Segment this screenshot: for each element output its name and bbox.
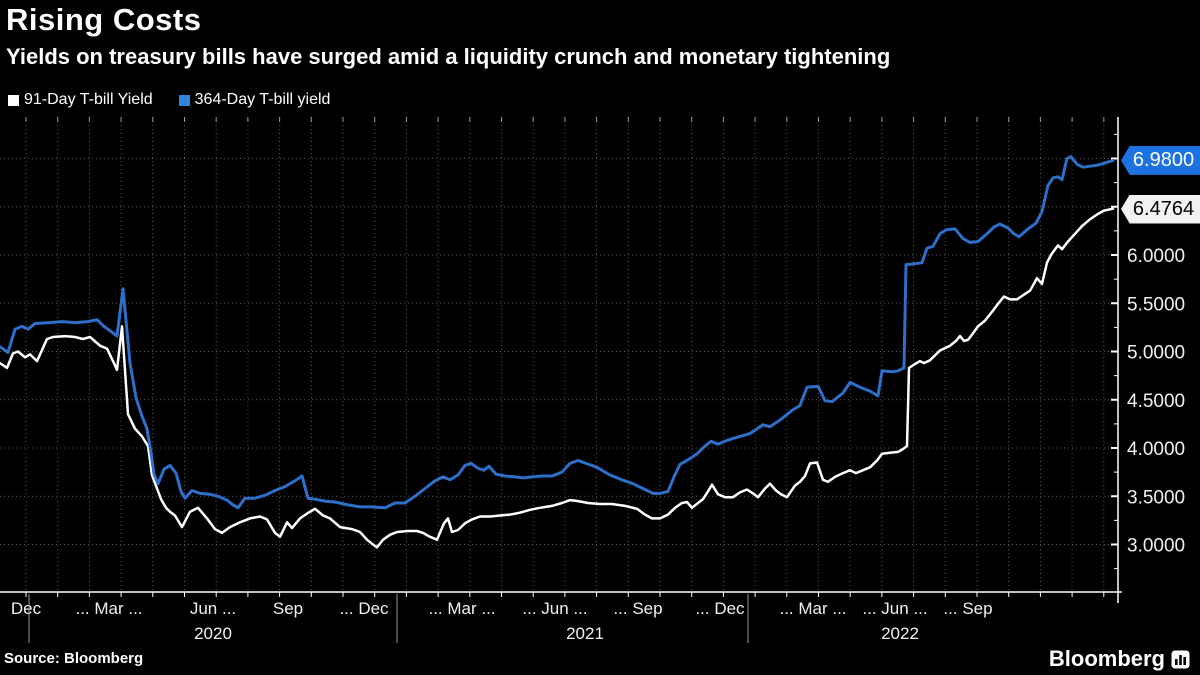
- x-tick-label: ... Sep: [613, 599, 662, 618]
- vertical-gridlines: [25, 117, 1105, 592]
- chart-title: Rising Costs: [6, 2, 202, 37]
- legend-swatch-364day-icon: [178, 94, 190, 106]
- x-tick-label: ... Mar ...: [75, 599, 142, 618]
- horizontal-gridlines: [0, 158, 1118, 545]
- x-tick-label: ... Dec: [695, 599, 745, 618]
- y-tick-label: 3.5000: [1127, 487, 1185, 508]
- x-tick-label: ... Jun ...: [862, 599, 927, 618]
- line-364day-series: [0, 155, 1115, 510]
- x-axis-labels: Dec ... Mar ... Jun ... Sep ... Dec ... Mar .…: [11, 599, 993, 618]
- y-axis-ticks: [1111, 133, 1118, 570]
- last-value-badge-91day: 6.4764: [1121, 194, 1200, 224]
- x-tick-label: ... Mar ...: [779, 599, 846, 618]
- x-tick-label: ... Sep: [943, 599, 992, 618]
- bloomberg-logo-icon: [1171, 650, 1190, 668]
- y-tick-label: 6.0000: [1127, 246, 1185, 267]
- legend-item-91day: 91-Day T-bill Yield: [8, 91, 153, 109]
- bloomberg-logo: Bloomberg: [1049, 646, 1190, 672]
- legend-label-364day: 364-Day T-bill yield: [194, 91, 331, 108]
- legend-label-91day: 91-Day T-bill Yield: [24, 91, 153, 108]
- y-tick-label: 4.0000: [1127, 439, 1185, 460]
- x-tick-label: ... Mar ...: [428, 599, 495, 618]
- last-value-badge-364day: 6.9800: [1121, 145, 1200, 175]
- y-tick-label: 5.5000: [1127, 294, 1185, 315]
- x-tick-label: Sep: [273, 599, 303, 618]
- line-91day-series: [0, 207, 1115, 549]
- x-tick-label: Dec: [11, 599, 42, 618]
- x-tick-label: ... Dec: [339, 599, 389, 618]
- y-tick-label: 4.5000: [1127, 391, 1185, 412]
- x-tick-label: ... Jun ...: [522, 599, 587, 618]
- year-label: 2020: [194, 624, 232, 643]
- edge-ticks: [25, 117, 1105, 597]
- y-tick-label: 5.0000: [1127, 343, 1185, 364]
- y-axis-labels: 6.0000 5.5000 5.0000 4.5000 4.0000 3.5000 3.00…: [1127, 246, 1185, 557]
- chart-subtitle: Yields on treasury bills have surged ami…: [6, 44, 891, 69]
- year-label: 2021: [566, 624, 604, 643]
- legend-swatch-91day-icon: [8, 94, 19, 106]
- year-labels: 2020 2021 2022: [28, 594, 919, 643]
- legend-item-364day: 364-Day T-bill yield: [178, 91, 331, 109]
- source-credit: Source: Bloomberg: [4, 650, 144, 667]
- axes: [0, 117, 1122, 603]
- bloomberg-logo-text: Bloomberg: [1048, 646, 1165, 671]
- legend: 91-Day T-bill Yield 364-Day T-bill yield: [8, 91, 330, 109]
- x-tick-label: Jun ...: [190, 599, 236, 618]
- year-label: 2022: [881, 624, 919, 643]
- y-tick-label: 3.0000: [1127, 536, 1185, 557]
